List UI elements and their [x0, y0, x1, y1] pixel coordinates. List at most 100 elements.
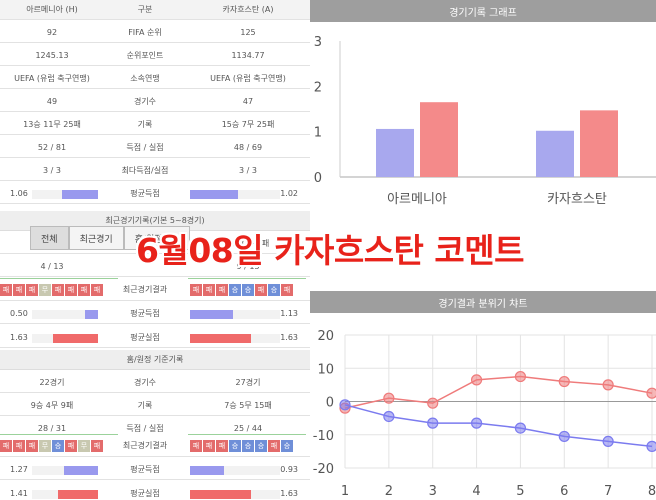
- home-bar-track: [32, 489, 98, 499]
- table-row: 49 경기수 47: [0, 92, 310, 112]
- line-x-tick-label: 8: [648, 484, 656, 499]
- home-value: UEFA (유럽 축구연맹): [14, 74, 90, 83]
- line-point-1-3: [470, 417, 483, 429]
- form-row: 패 패 패 무 패 패 패 패 최근경기결과 패 패 패 승 승 패 승 패: [0, 279, 310, 301]
- line-point-0-5: [558, 375, 570, 388]
- away-form-badge: 패: [281, 283, 293, 296]
- table-row: 13승 11무 25패 기록 15승 7무 25패: [0, 115, 310, 135]
- line-x-tick-label: 3: [429, 484, 437, 499]
- home-average-value: 1.63: [10, 332, 28, 342]
- away-form-badge: 패: [268, 439, 280, 452]
- away-average-bar: [190, 333, 251, 343]
- away-team-header: 카자흐스탄 (A): [222, 5, 274, 14]
- home-form-badge: 패: [65, 439, 77, 452]
- away-average-value: 1.02: [280, 188, 298, 198]
- home-form-badge: 패: [26, 283, 38, 296]
- tab-recent[interactable]: 최근경기: [68, 226, 124, 250]
- line-x-tick-label: 7: [604, 484, 612, 499]
- bar-y-tick-label: 3: [314, 35, 322, 50]
- bar-1-1: [580, 110, 618, 177]
- away-value: 15승 7무 25패: [221, 120, 275, 129]
- away-form-badge: 승: [281, 439, 293, 452]
- average-row: 0.50 평균득점 1.13: [0, 304, 310, 324]
- away-form-badge: 패: [190, 439, 202, 452]
- home-value: 4 / 13: [40, 262, 64, 271]
- home-form-badge: 무: [78, 439, 90, 452]
- away-average: 1.63: [186, 484, 310, 500]
- bar-0-1: [420, 102, 458, 177]
- row-label: 최근경기결과: [122, 285, 168, 294]
- row-label: 기록: [137, 401, 153, 410]
- home-form-badge: 패: [13, 439, 25, 452]
- average-row: 1.63 평균실점 1.63: [0, 328, 310, 348]
- line-point-1-1: [383, 410, 395, 423]
- line-x-tick-label: 5: [516, 484, 524, 499]
- table-row: 92 FIFA 순위 125: [0, 23, 310, 43]
- away-form-badge: 승: [229, 283, 241, 296]
- bar-y-tick-label: 2: [314, 80, 322, 95]
- line-point-1-7: [646, 440, 656, 452]
- home-average-value: 1.06: [10, 188, 28, 198]
- row-label: 평균실점: [130, 489, 160, 498]
- table-row: 9승 4무 9패 기록 7승 5무 15패: [0, 396, 310, 416]
- home-form-badge: 패: [91, 439, 103, 452]
- bar-category-label: 아르메니아: [387, 192, 447, 207]
- line-point-1-4: [514, 422, 527, 434]
- bar-1-0: [536, 130, 574, 177]
- bar-0-0: [376, 128, 414, 177]
- average-row: 1.41 평균실점 1.63: [0, 484, 310, 500]
- away-bar-track: [190, 333, 280, 343]
- line-x-tick-label: 2: [385, 484, 393, 499]
- tab-all[interactable]: 전체: [30, 226, 69, 250]
- home-value: 52 / 81: [37, 143, 67, 152]
- row-label: 경기수: [133, 97, 157, 106]
- line-point-1-2: [427, 417, 439, 429]
- line-point-1-0: [339, 399, 351, 411]
- mood-line-chart: -20 -10 0 10 20 1 2 3 4 5 6 7 8: [313, 329, 656, 499]
- table-row: UEFA (유럽 축구연맹) 소속연맹 UEFA (유럽 축구연맹): [0, 69, 310, 89]
- home-average-bar: [85, 309, 98, 319]
- away-value: 25 / 44: [233, 424, 263, 433]
- away-value: 48 / 69: [233, 143, 263, 152]
- home-value: 22경기: [39, 378, 65, 387]
- home-form-badge: 패: [52, 283, 64, 296]
- tab-home-away[interactable]: 홈/원정기준: [123, 226, 191, 250]
- home-value: 49: [46, 97, 58, 106]
- away-average: 0.93: [186, 460, 310, 480]
- home-form-badge: 패: [0, 283, 12, 296]
- line-y-tick-label: 10: [317, 362, 334, 377]
- away-form-badge: 패: [216, 439, 228, 452]
- record-bar-chart: 0 1 2 3 아르메니아 카자흐스탄: [314, 35, 656, 207]
- away-bar-track: [190, 309, 280, 319]
- away-value: 27경기: [235, 378, 261, 387]
- home-form-badge: 무: [39, 283, 51, 296]
- home-value: 92: [46, 28, 58, 37]
- row-label: 경기수: [133, 378, 157, 387]
- row-label: 최근경기결과: [122, 441, 168, 450]
- row-label: 기록: [137, 120, 153, 129]
- line-point-1-6: [602, 435, 614, 447]
- home-average-bar: [62, 189, 98, 199]
- line-point-0-4: [514, 370, 527, 383]
- home-bar-track: [32, 333, 98, 343]
- row-label: 평균실점: [130, 333, 160, 342]
- home-form-badge: 패: [65, 283, 77, 296]
- away-average-value: 1.63: [280, 488, 298, 498]
- graph-area: 경기기록 그래프 0 1 2 3 아르메니아 카자흐스탄 경기결과 분위기 챠트 -20-…: [310, 0, 656, 500]
- away-value: 3 / 3: [239, 166, 257, 175]
- section-title: 홈/원정 기준기록: [0, 350, 310, 370]
- away-bar-track: [190, 465, 280, 475]
- away-value: 7승 5무 15패: [224, 401, 272, 410]
- row-label: 득점 / 실점: [126, 143, 164, 152]
- home-form-arrow: [0, 278, 118, 279]
- home-value: 3 / 3: [43, 166, 61, 175]
- home-average-value: 0.50: [10, 308, 28, 318]
- home-bar-track: [32, 465, 98, 475]
- away-value: 47: [242, 97, 254, 106]
- away-value: 9 / 13: [236, 262, 260, 271]
- away-value: 1134.77: [231, 51, 265, 60]
- line-x-tick-label: 4: [472, 484, 480, 499]
- home-form-arrow: [0, 434, 118, 435]
